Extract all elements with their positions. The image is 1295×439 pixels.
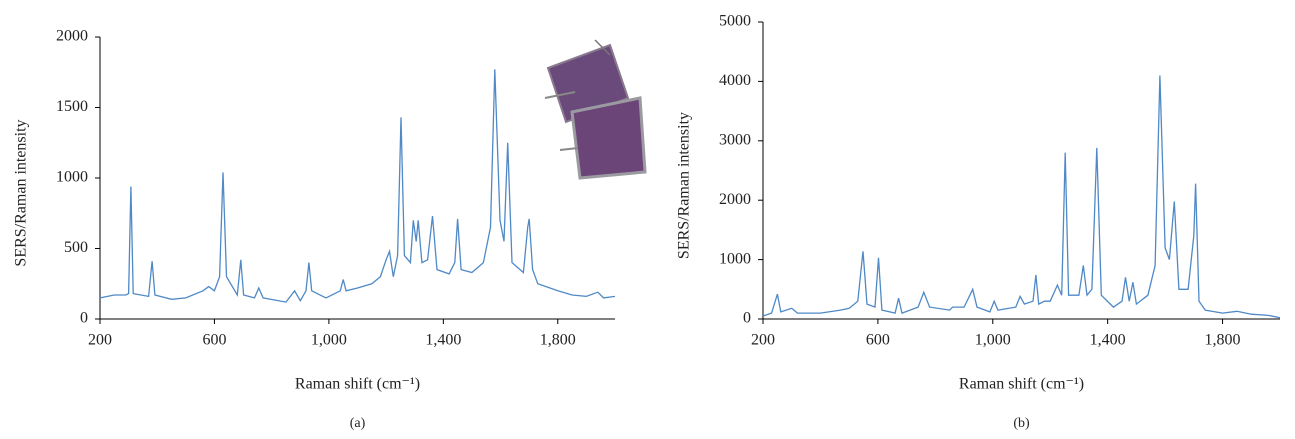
x-tick-label: 600 — [866, 332, 890, 349]
panel-label: (a) — [350, 416, 366, 431]
panel-label: (b) — [1013, 416, 1030, 431]
spectrum-line — [99, 69, 616, 303]
x-axis-label: Raman shift (cm⁻¹) — [959, 376, 1084, 393]
y-tick-label: 1500 — [56, 98, 88, 115]
y-tick-label: 2000 — [56, 28, 88, 45]
spectrum-line — [762, 75, 1281, 319]
y-tick-label: 3000 — [719, 131, 751, 148]
x-tick-label: 1,800 — [1205, 332, 1241, 349]
x-tick-label: 1,400 — [425, 332, 461, 349]
x-tick-label: 1,400 — [1090, 332, 1126, 349]
y-axis-label: SERS/Raman intensity — [676, 112, 693, 259]
x-tick-label: 200 — [88, 332, 112, 349]
x-tick-label: 1,800 — [540, 332, 576, 349]
x-tick-label: 200 — [751, 332, 775, 349]
y-tick-label: 1000 — [719, 250, 751, 267]
x-tick-label: 600 — [202, 332, 226, 349]
y-tick-label: 5000 — [719, 13, 751, 30]
inset-photo — [544, 39, 647, 180]
y-axis-label: SERS/Raman intensity — [13, 119, 30, 266]
x-tick-label: 1,000 — [975, 332, 1011, 349]
y-tick-label: 1000 — [56, 169, 88, 186]
y-tick-label: 500 — [64, 239, 88, 256]
x-tick-label: 1,000 — [311, 332, 347, 349]
y-tick-label: 0 — [743, 310, 751, 327]
y-tick-label: 4000 — [719, 72, 751, 89]
y-tick-label: 0 — [80, 310, 88, 327]
x-axis-label: Raman shift (cm⁻¹) — [295, 376, 420, 393]
y-tick-label: 2000 — [719, 191, 751, 208]
